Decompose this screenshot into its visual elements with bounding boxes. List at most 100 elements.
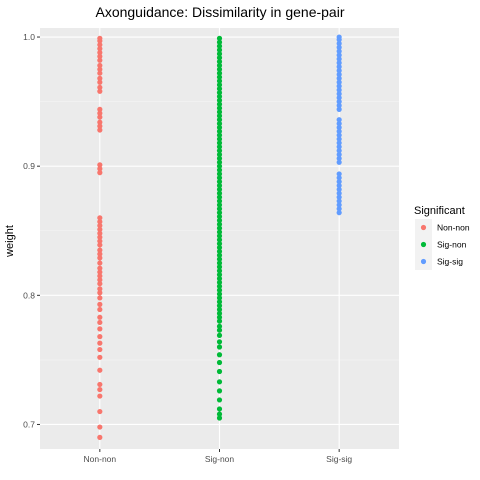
point-sig-sig — [336, 186, 342, 193]
point-sig-non — [216, 379, 223, 385]
point-non-non — [97, 434, 103, 440]
point-sig-non — [216, 105, 223, 111]
point-sig-non — [216, 237, 223, 243]
point-non-non — [97, 88, 103, 94]
point-sig-non — [216, 252, 223, 258]
point-non-non — [97, 334, 103, 340]
point-non-non — [97, 247, 103, 253]
point-sig-sig — [336, 56, 342, 62]
point-sig-non — [216, 47, 223, 53]
point-sig-non — [216, 323, 223, 329]
point-sig-non — [216, 314, 223, 320]
point-sig-non — [216, 275, 223, 282]
point-sig-sig — [336, 148, 342, 154]
point-non-non — [97, 79, 103, 85]
point-sig-sig — [336, 48, 342, 54]
point-sig-non — [216, 411, 223, 417]
point-sig-non — [216, 339, 223, 345]
x-tick-label: Non-non — [84, 454, 117, 464]
y-axis-label: weight — [4, 225, 16, 258]
point-sig-non — [216, 279, 223, 286]
point-sig-non — [216, 406, 223, 412]
point-sig-non — [216, 66, 223, 72]
point-sig-non — [216, 221, 223, 227]
point-sig-non — [216, 117, 223, 123]
point-sig-non — [216, 175, 223, 181]
point-sig-non — [216, 58, 223, 65]
point-sig-non — [216, 303, 223, 309]
point-sig-sig — [336, 95, 342, 101]
point-non-non — [97, 319, 103, 326]
point-non-non — [97, 106, 103, 112]
legend-title: Significant — [414, 205, 465, 217]
point-sig-non — [216, 244, 223, 251]
point-non-non — [97, 354, 103, 360]
point-sig-non — [216, 283, 223, 289]
point-sig-non — [216, 132, 223, 138]
point-sig-sig — [336, 210, 342, 216]
point-sig-non — [216, 344, 223, 350]
point-non-non — [97, 215, 103, 221]
point-sig-non — [216, 148, 223, 154]
point-non-non — [97, 53, 103, 60]
point-sig-non — [216, 43, 223, 49]
point-sig-non — [216, 186, 223, 193]
point-non-non — [97, 306, 103, 313]
point-sig-non — [216, 272, 223, 278]
point-sig-non — [216, 128, 223, 134]
y-axis: 0.7 0.8 0.9 1.0 — [23, 32, 40, 429]
point-non-non — [97, 35, 103, 41]
point-non-non — [97, 346, 103, 353]
point-non-non — [97, 367, 103, 373]
point-sig-non — [216, 109, 223, 115]
point-sig-sig — [336, 102, 342, 109]
point-sig-non — [216, 194, 223, 200]
point-sig-sig — [336, 83, 342, 89]
chart-title: Axonguidance: Dissimilarity in gene-pair — [95, 4, 344, 20]
point-sig-non — [216, 182, 223, 189]
point-non-non — [97, 75, 103, 81]
y-tick-label: 0.9 — [23, 161, 35, 171]
point-sig-sig — [336, 79, 342, 85]
point-non-non — [97, 234, 103, 240]
point-non-non — [97, 170, 103, 176]
point-sig-sig — [336, 179, 342, 185]
point-sig-non — [216, 310, 223, 317]
point-sig-sig — [336, 91, 342, 97]
point-sig-non — [216, 318, 223, 324]
point-non-non — [97, 110, 103, 116]
point-sig-non — [216, 97, 223, 103]
point-non-non — [97, 84, 103, 91]
point-non-non — [97, 242, 103, 248]
point-sig-non — [216, 151, 223, 158]
point-sig-non — [216, 327, 223, 333]
point-sig-non — [216, 159, 223, 165]
point-sig-non — [216, 352, 223, 358]
point-sig-sig — [336, 60, 342, 66]
point-sig-non — [216, 287, 223, 293]
point-non-non — [97, 273, 103, 279]
point-sig-sig — [336, 87, 342, 93]
point-sig-non — [216, 82, 223, 88]
point-sig-non — [216, 306, 223, 313]
point-sig-non — [216, 256, 223, 262]
point-sig-non — [216, 171, 223, 177]
point-sig-sig — [336, 132, 342, 138]
legend: Significant Non-non Sig-non Sig-sig — [414, 205, 470, 270]
point-non-non — [97, 62, 103, 69]
point-sig-non — [216, 101, 223, 107]
point-non-non — [97, 255, 103, 261]
point-non-non — [97, 42, 103, 48]
point-sig-sig — [336, 151, 342, 158]
point-sig-sig — [336, 171, 342, 177]
point-non-non — [97, 49, 103, 56]
point-sig-non — [216, 86, 223, 92]
point-sig-sig — [336, 140, 342, 146]
legend-marker — [420, 224, 427, 231]
point-non-non — [97, 408, 103, 415]
point-non-non — [97, 119, 103, 125]
point-sig-non — [216, 217, 223, 224]
point-sig-sig — [336, 182, 342, 189]
point-non-non — [97, 290, 103, 296]
